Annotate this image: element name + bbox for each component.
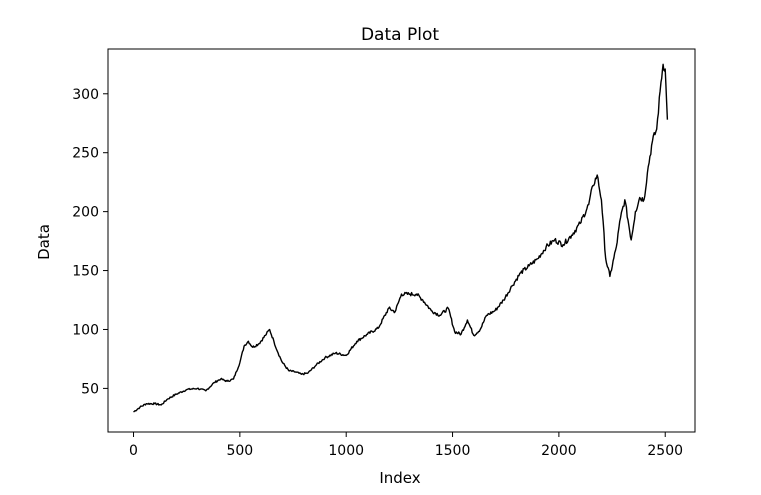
x-tick-label: 2500 (647, 443, 683, 459)
y-tick-label: 250 (72, 146, 99, 162)
x-tick-label: 1000 (328, 443, 364, 459)
y-tick-label: 150 (72, 264, 99, 280)
chart-title: Data Plot (361, 25, 439, 45)
y-axis-label: Data (35, 224, 53, 260)
data-series-line (133, 63, 669, 413)
y-tick-label: 300 (72, 87, 99, 103)
plot-frame (107, 48, 696, 433)
y-tick-label: 100 (72, 322, 99, 338)
x-tick-label: 0 (129, 443, 138, 459)
x-tick-label: 1500 (435, 443, 471, 459)
x-tick-label: 2000 (541, 443, 577, 459)
y-tick-label: 200 (72, 205, 99, 221)
x-axis-ticks: 0 500 1000 1500 2000 2500 (129, 432, 683, 459)
x-tick-label: 500 (226, 443, 253, 459)
x-axis-label: Index (379, 469, 420, 487)
y-axis-ticks: 50 100 150 200 250 300 (72, 87, 108, 397)
y-tick-label: 50 (81, 381, 99, 397)
